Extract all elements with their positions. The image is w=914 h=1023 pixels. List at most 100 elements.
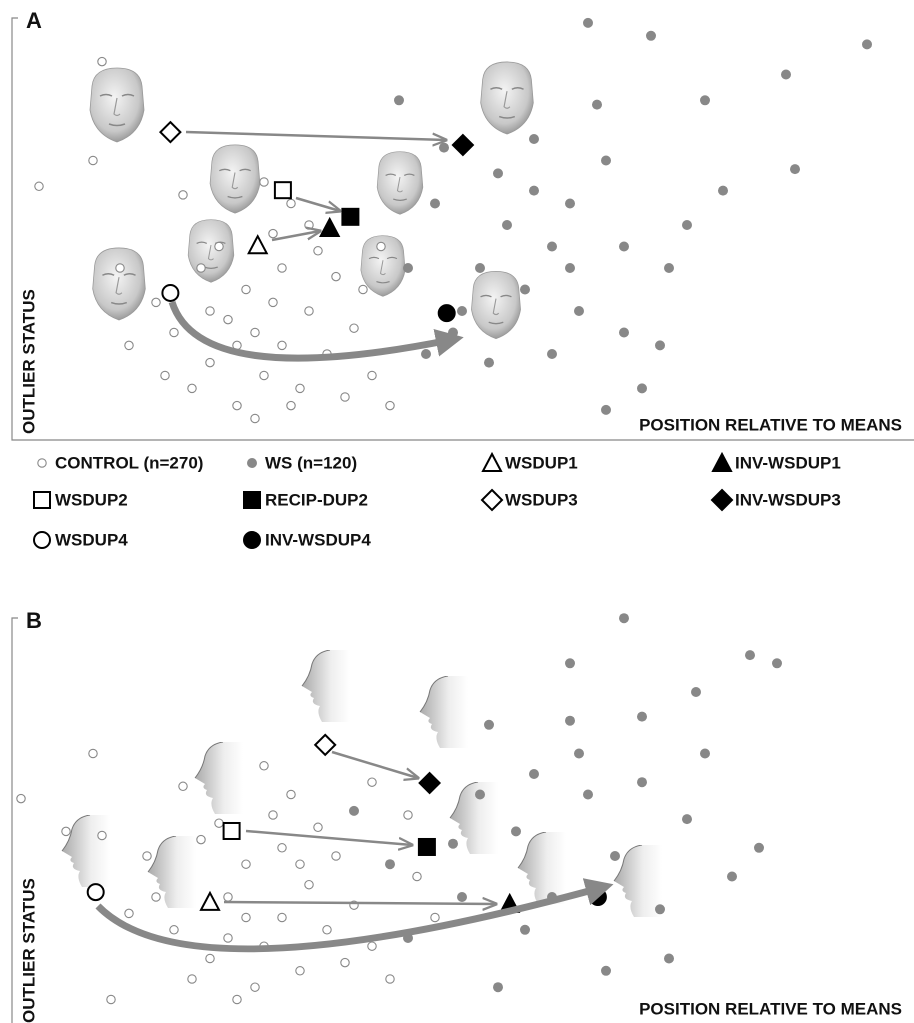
point [574, 748, 584, 759]
point [385, 974, 395, 984]
point [682, 220, 692, 230]
point [457, 306, 467, 316]
point [637, 777, 647, 788]
labels-layer: A POSITION RELATIVE TO MEANS OUTLIER STATU… [19, 8, 902, 1023]
axis-frame [11, 617, 18, 1023]
point [664, 953, 674, 964]
face-images [61, 650, 662, 917]
point [151, 892, 161, 902]
legend-item: CONTROL (n=270) [37, 453, 203, 472]
point [493, 168, 503, 179]
point [430, 912, 440, 923]
point [421, 349, 431, 359]
legend-item: INV-WSDUP3 [710, 488, 841, 512]
legend-item: WSDUP3 [480, 488, 578, 512]
point [664, 263, 674, 273]
marker-triangle [711, 451, 733, 472]
point [529, 769, 539, 779]
point [349, 805, 359, 816]
point [565, 263, 575, 273]
point [367, 370, 377, 381]
marker-circle [33, 531, 51, 549]
point [385, 400, 395, 411]
marker-triangle [247, 234, 269, 255]
y-axis-label: OUTLIER STATUS [19, 289, 38, 434]
x-axis-label: POSITION RELATIVE TO MEANS [639, 999, 902, 1018]
point [16, 793, 26, 804]
point [349, 323, 359, 333]
point [619, 327, 629, 338]
point [610, 851, 620, 861]
point [637, 711, 647, 722]
point [655, 340, 665, 351]
point [772, 658, 782, 669]
point [313, 246, 323, 256]
legend-label: RECIP-DUP2 [265, 490, 368, 509]
point [592, 99, 602, 110]
marker-triangle [481, 451, 503, 472]
point [250, 327, 260, 338]
face-images [89, 61, 535, 340]
point [565, 198, 575, 209]
marker-square [222, 821, 241, 840]
point [97, 56, 107, 67]
panel-label: B [26, 608, 42, 633]
point [340, 392, 350, 402]
point [142, 851, 152, 861]
point [529, 185, 539, 196]
point [304, 879, 314, 890]
point [565, 715, 575, 726]
legend-label: WSDUP3 [505, 490, 578, 509]
point [412, 871, 422, 882]
point [34, 181, 44, 192]
point [223, 892, 233, 902]
marker-diamond [418, 771, 442, 795]
point [322, 925, 332, 935]
point [187, 383, 197, 394]
point [583, 789, 593, 800]
point [601, 155, 611, 166]
point [151, 297, 161, 308]
point [862, 39, 872, 50]
legend-item: INV-WSDUP1 [711, 451, 841, 472]
point [232, 400, 242, 411]
point [646, 30, 656, 41]
point [88, 748, 98, 759]
point [457, 892, 467, 902]
point [655, 904, 665, 915]
marker-square [417, 837, 436, 856]
point [295, 383, 305, 394]
point [313, 822, 323, 833]
point [268, 810, 278, 820]
marker-diamond [480, 488, 504, 512]
point [619, 613, 629, 624]
point [178, 781, 188, 792]
arrows [95, 130, 614, 953]
point [691, 687, 701, 697]
panel-label: A [26, 8, 42, 33]
point [241, 284, 251, 295]
point [304, 306, 314, 316]
legend-label: INV-WSDUP1 [735, 453, 841, 472]
point [259, 370, 269, 381]
point [448, 838, 458, 849]
point [403, 263, 413, 273]
point [124, 908, 134, 919]
legend-label: CONTROL (n=270) [55, 453, 203, 472]
point [286, 400, 296, 411]
point [214, 241, 224, 252]
point [250, 982, 260, 992]
point [727, 871, 737, 882]
point [475, 263, 485, 273]
x-axis-label: POSITION RELATIVE TO MEANS [639, 415, 902, 434]
point [439, 142, 449, 153]
point [700, 748, 710, 759]
point [331, 851, 341, 861]
point [493, 982, 503, 993]
point [223, 933, 233, 943]
point [511, 826, 521, 837]
point [277, 263, 287, 273]
legend-item: INV-WSDUP4 [243, 530, 371, 549]
point [97, 830, 107, 841]
point [124, 340, 134, 351]
